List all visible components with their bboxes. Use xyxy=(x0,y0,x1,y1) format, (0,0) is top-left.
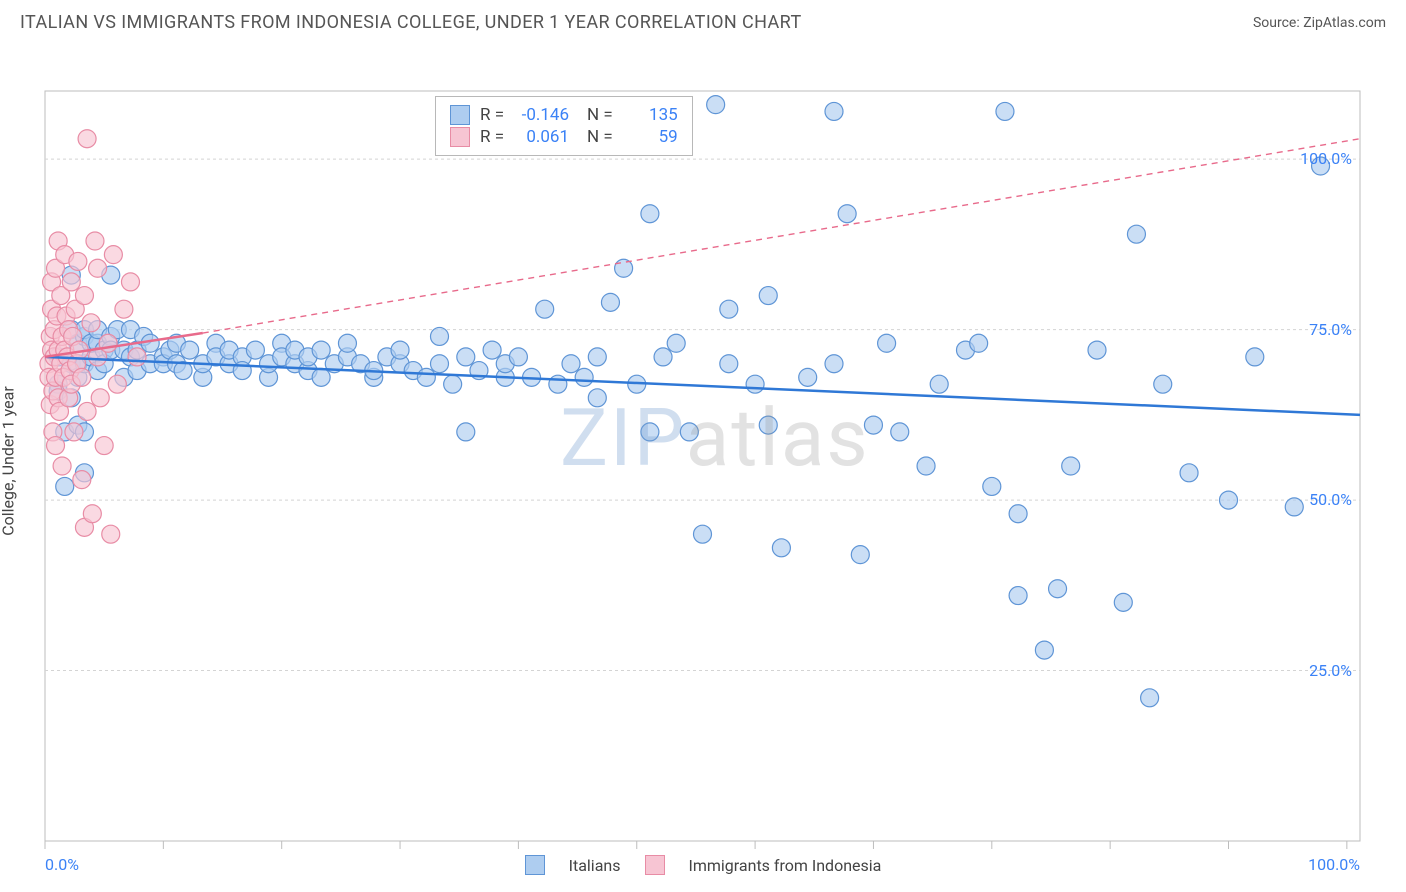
legend-swatch-indonesia xyxy=(645,855,665,875)
stats-r-value: -0.146 xyxy=(514,105,569,125)
y-axis-label: College, Under 1 year xyxy=(0,386,18,536)
stats-r-value: 0.061 xyxy=(514,127,569,147)
y-tick-label: 25.0% xyxy=(1309,661,1352,680)
stats-legend-box: R = -0.146 N = 135 R = 0.061 N = 59 xyxy=(435,96,693,156)
bottom-legend: Italians Immigrants from Indonesia xyxy=(0,855,1406,875)
legend-label-italians: Italians xyxy=(569,856,621,875)
y-tick-label: 75.0% xyxy=(1309,320,1352,339)
stats-swatch xyxy=(450,105,470,125)
stats-n-label: N = xyxy=(587,127,613,147)
stats-r-label: R = xyxy=(480,105,504,125)
chart-header: ITALIAN VS IMMIGRANTS FROM INDONESIA COL… xyxy=(0,0,1406,41)
chart-title: ITALIAN VS IMMIGRANTS FROM INDONESIA COL… xyxy=(20,12,802,33)
source-label: Source: ZipAtlas.com xyxy=(1253,15,1386,31)
legend-label-indonesia: Immigrants from Indonesia xyxy=(689,856,882,875)
y-tick-label: 100.0% xyxy=(1300,149,1352,168)
stats-n-value: 135 xyxy=(623,105,678,125)
stats-row: R = -0.146 N = 135 xyxy=(450,105,678,125)
y-tick-label: 50.0% xyxy=(1309,490,1352,509)
chart-container: College, Under 1 year R =-0.146N =135R =… xyxy=(0,41,1406,881)
scatter-plot xyxy=(0,41,1406,881)
stats-row: R = 0.061 N = 59 xyxy=(450,127,678,147)
legend-swatch-italians xyxy=(525,855,545,875)
stats-n-value: 59 xyxy=(623,127,678,147)
stats-swatch xyxy=(450,127,470,147)
stats-n-label: N = xyxy=(587,105,613,125)
stats-r-label: R = xyxy=(480,127,504,147)
